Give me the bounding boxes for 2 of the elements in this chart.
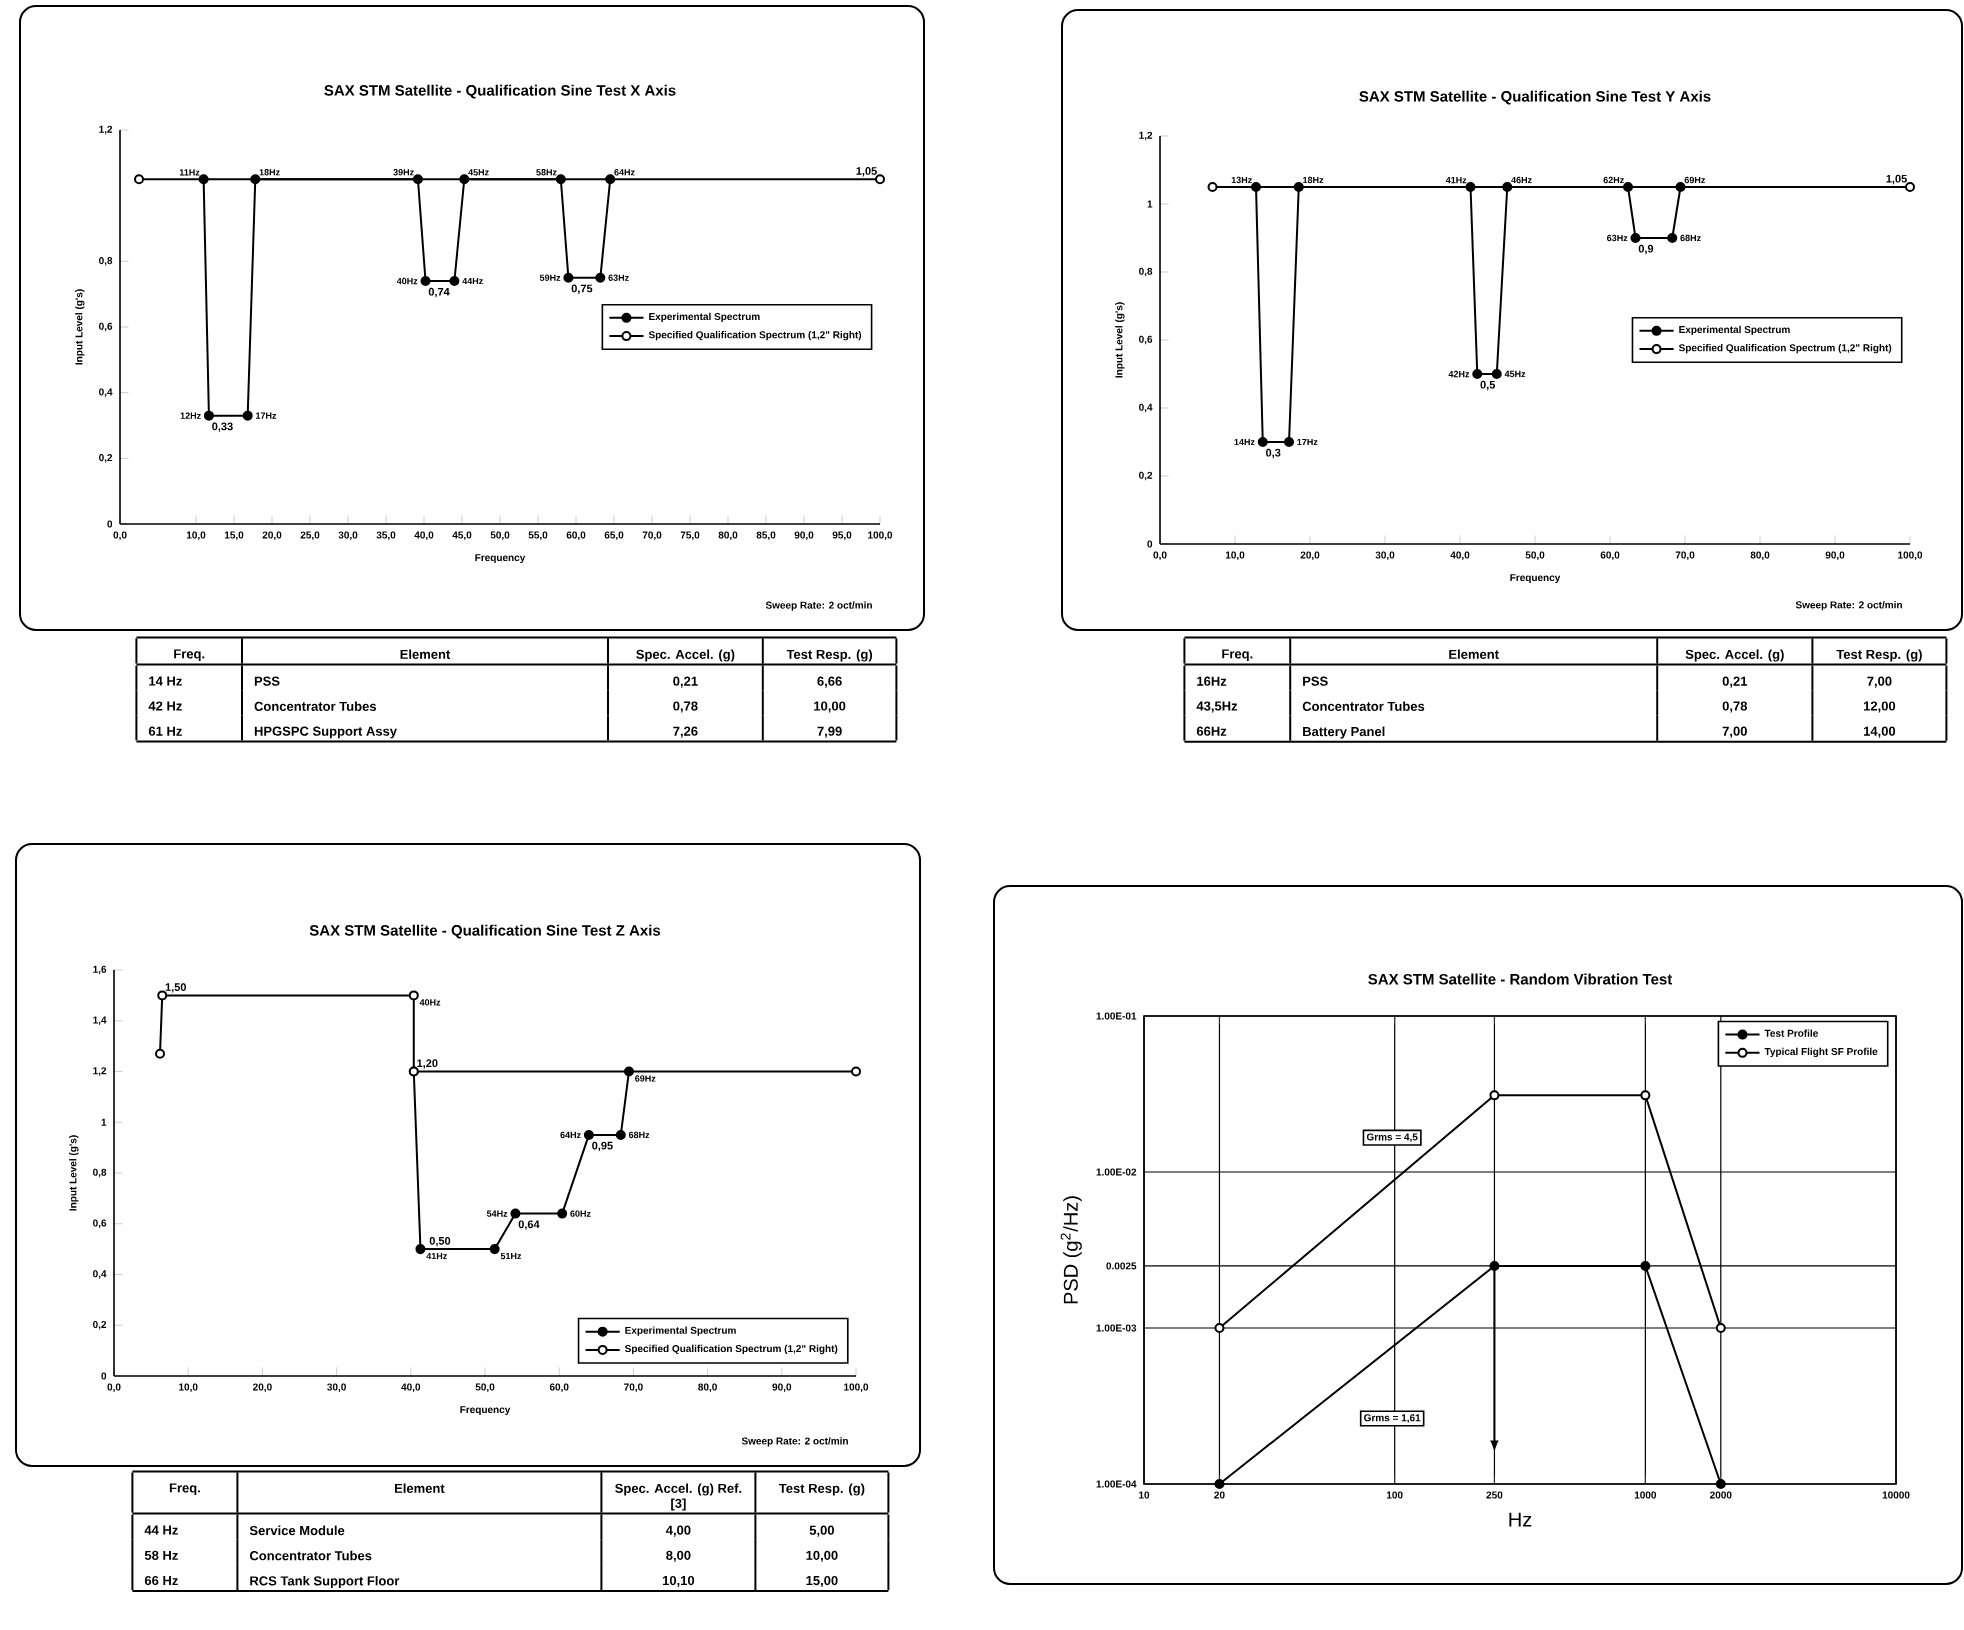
y-axis-title: PSD (g$^{2}$/Hz) — [1060, 1196, 1082, 1304]
x-axis-title: Hz — [1509, 1512, 1532, 1527]
